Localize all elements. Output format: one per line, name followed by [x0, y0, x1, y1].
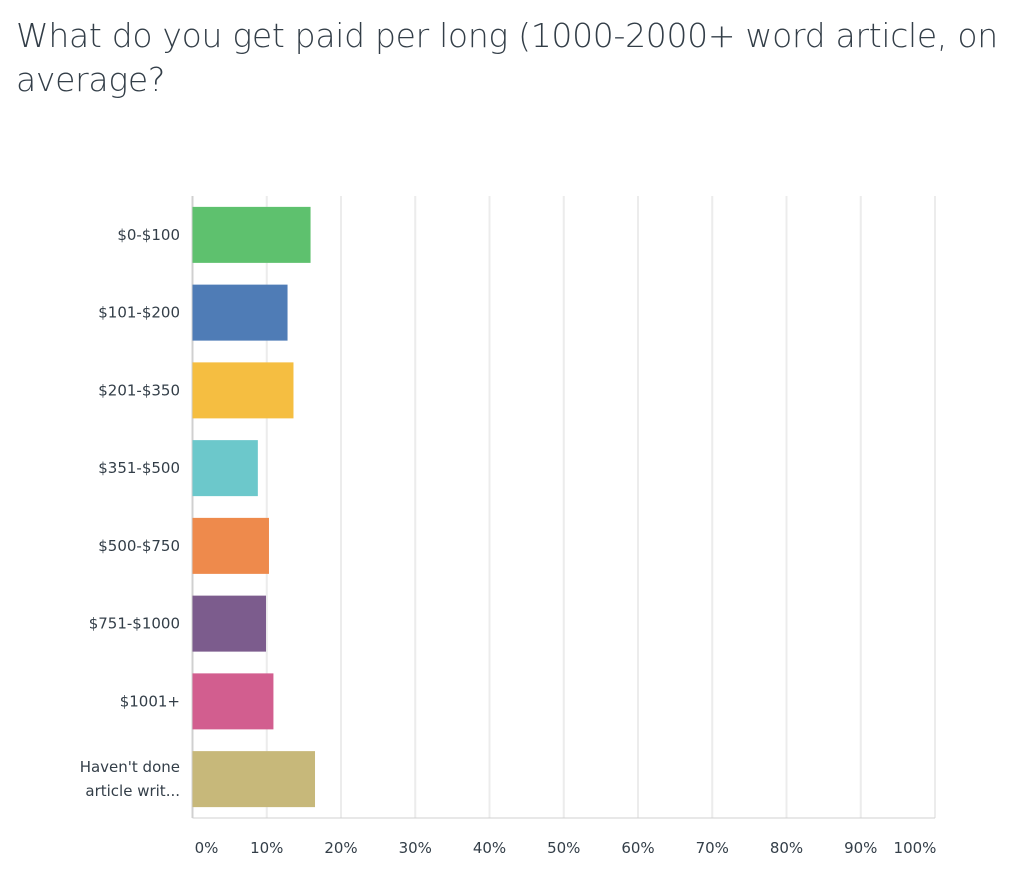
x-tick-label: 80% — [770, 839, 803, 857]
x-tick-label: 30% — [399, 839, 432, 857]
x-tick-label: 20% — [324, 839, 357, 857]
y-category-label: $500-$750 — [98, 537, 180, 555]
x-tick-label: 60% — [621, 839, 654, 857]
x-tick-label: 0% — [195, 839, 219, 857]
bar — [192, 284, 288, 341]
x-tick-label: 90% — [844, 839, 877, 857]
y-category-label: $101-$200 — [98, 304, 180, 322]
bar — [192, 362, 294, 419]
x-tick-label: 100% — [894, 839, 937, 857]
y-category-label: $0-$100 — [117, 226, 180, 244]
x-tick-label: 40% — [473, 839, 506, 857]
bar — [192, 206, 311, 263]
y-category-label: Haven't done — [80, 758, 180, 776]
y-category-label: article writ... — [85, 782, 180, 800]
bar — [192, 440, 258, 497]
x-tick-label: 10% — [250, 839, 283, 857]
bar — [192, 673, 274, 730]
x-tick-label: 50% — [547, 839, 580, 857]
bar — [192, 517, 269, 574]
bar — [192, 751, 316, 808]
y-category-label: $201-$350 — [98, 381, 180, 399]
y-category-label: $351-$500 — [98, 459, 180, 477]
y-category-label: $751-$1000 — [89, 615, 180, 633]
bar — [192, 595, 267, 652]
x-tick-label: 70% — [696, 839, 729, 857]
chart-title: What do you get paid per long (1000-2000… — [16, 16, 998, 99]
y-category-label: $1001+ — [120, 692, 180, 710]
